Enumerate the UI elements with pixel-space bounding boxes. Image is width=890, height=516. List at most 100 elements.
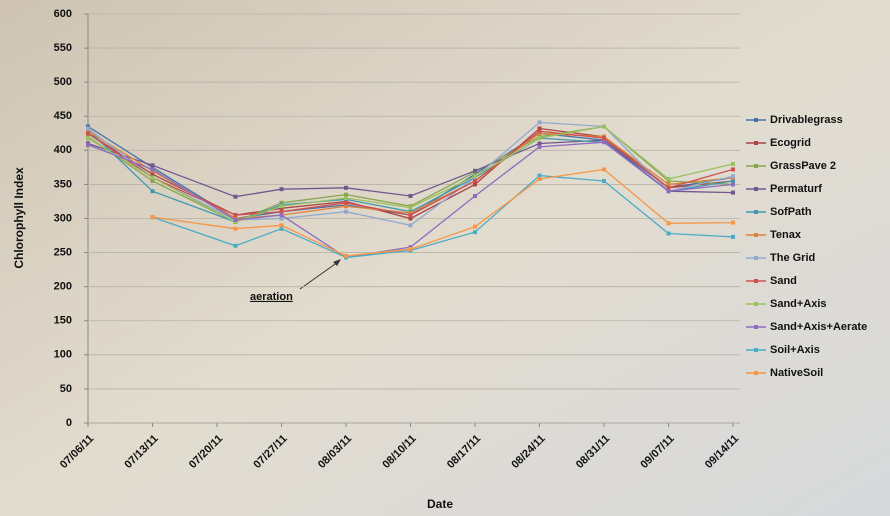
point: [86, 124, 90, 129]
point: [150, 215, 155, 220]
point: [408, 223, 413, 228]
point: [602, 138, 606, 143]
point: [408, 194, 413, 199]
annotation-arrow: [299, 261, 339, 290]
legend-label: Tenax: [770, 229, 802, 241]
point: [150, 189, 155, 194]
point: [279, 216, 284, 221]
point: [537, 126, 542, 131]
point: [279, 200, 284, 205]
annotation: aeration: [250, 291, 293, 303]
y-tick-label: 0: [66, 417, 72, 429]
legend-marker: [754, 256, 758, 260]
point: [537, 129, 542, 134]
point: [86, 142, 90, 147]
point: [233, 194, 238, 199]
point: [344, 204, 348, 209]
point: [233, 226, 238, 231]
legend-label: SofPath: [770, 206, 812, 218]
point: [473, 224, 477, 229]
point: [279, 204, 284, 209]
point: [473, 168, 477, 173]
point: [666, 231, 671, 236]
point: [666, 189, 671, 194]
point: [731, 182, 735, 187]
legend-label: Sand+Axis+Aerate: [770, 321, 867, 333]
y-tick-label: 50: [60, 383, 72, 395]
legend-label: Sand+Axis: [770, 298, 827, 310]
point: [666, 182, 671, 187]
point: [731, 220, 735, 225]
point: [86, 136, 90, 141]
point: [344, 253, 348, 258]
point: [731, 174, 735, 179]
point: [602, 179, 606, 184]
point: [666, 185, 671, 190]
point: [408, 216, 413, 221]
point: [473, 182, 477, 187]
legend-label: GrassPave 2: [770, 160, 836, 172]
legend-marker: [754, 164, 758, 168]
annotation-arrowhead: [333, 259, 341, 266]
y-tick-label: 150: [54, 315, 72, 327]
point: [666, 176, 671, 181]
point: [279, 206, 284, 211]
point: [279, 209, 284, 214]
point: [279, 226, 284, 231]
point: [537, 173, 542, 178]
point: [731, 161, 735, 166]
legend-label: The Grid: [770, 252, 815, 264]
point: [233, 217, 238, 222]
series-line: [152, 174, 734, 259]
point: [150, 167, 155, 172]
point: [537, 176, 542, 181]
point: [731, 167, 735, 172]
point: [537, 141, 542, 146]
point: [233, 243, 238, 248]
point: [279, 223, 284, 228]
y-tick-label: 500: [54, 76, 72, 88]
point: [150, 175, 155, 180]
point: [344, 185, 348, 190]
point: [408, 211, 413, 216]
point: [150, 179, 155, 184]
point: [602, 140, 606, 145]
point: [537, 131, 542, 136]
point: [602, 167, 606, 172]
y-tick-label: 450: [54, 110, 72, 122]
point: [344, 209, 348, 214]
point: [233, 219, 238, 224]
legend-label: Drivablegrass: [770, 114, 843, 126]
point: [408, 213, 413, 218]
y-tick-label: 200: [54, 281, 72, 293]
legend-marker: [754, 371, 758, 375]
point: [473, 179, 477, 184]
legend-marker: [754, 187, 758, 191]
point: [473, 172, 477, 177]
series-line: [152, 168, 734, 257]
point: [233, 213, 238, 218]
point: [602, 136, 606, 141]
point: [86, 131, 90, 136]
point: [473, 230, 477, 235]
point: [279, 187, 284, 192]
point: [731, 234, 735, 239]
legend-marker: [754, 279, 758, 283]
point: [344, 196, 348, 201]
legend-marker: [754, 302, 758, 306]
y-axis-title: Chlorophyll Index: [12, 167, 26, 269]
legend-marker: [754, 348, 758, 352]
point: [473, 194, 477, 199]
point: [731, 190, 735, 195]
legend-marker: [754, 233, 758, 237]
point: [731, 179, 735, 184]
point: [408, 245, 413, 250]
legend-label: Sand: [770, 275, 797, 287]
point: [537, 120, 542, 125]
legend-marker: [754, 118, 758, 122]
legend-label: Permaturf: [770, 183, 822, 195]
point: [666, 179, 671, 184]
point: [279, 213, 284, 218]
y-tick-label: 400: [54, 144, 72, 156]
